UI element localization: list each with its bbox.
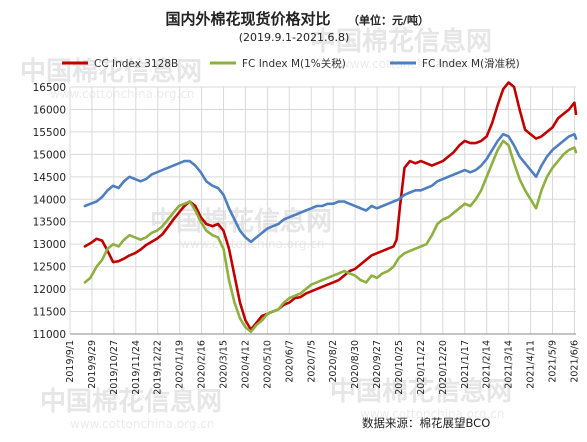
x-tick-label: 2020/8/30 <box>350 340 361 389</box>
legend-label-2: FC Index M(1%关税) <box>242 57 346 70</box>
y-tick-label: 16000 <box>33 104 66 116</box>
x-tick-label: 2020/8/2 <box>328 340 339 383</box>
series-layer <box>83 81 578 334</box>
chart-title: 国内外棉花现货价格对比 <box>165 10 330 28</box>
x-tick-label: 2021/6/6 <box>569 340 580 383</box>
watermark-text: 中国棉花信息网 <box>40 386 222 417</box>
series-line-3 <box>83 132 578 244</box>
data-source: 数据来源：棉花展望BCO <box>362 416 490 430</box>
x-tick-label: 2020/2/16 <box>197 340 208 389</box>
watermark-text: 中国棉花信息网 <box>20 56 202 87</box>
chart-subtitle: (2019.9.1-2021.6.8) <box>239 31 350 44</box>
x-tick-label: 2020/4/12 <box>240 340 251 389</box>
x-tick-label: 2021/5/9 <box>548 340 559 383</box>
x-tick-label: 2020/7/5 <box>306 340 317 383</box>
watermark-url: www.cottonchina.org.cn <box>360 407 504 421</box>
y-tick-label: 14500 <box>33 172 66 184</box>
watermark-url: www.cottonchina.org.cn <box>50 87 194 101</box>
x-axis-ticks: 2019/9/1 2019/9/29 2019/10/27 2019/11/24 201… <box>65 340 580 395</box>
series-line-2 <box>83 139 578 334</box>
legend-label-3: FC Index M(滑准税) <box>422 57 520 70</box>
y-tick-label: 15500 <box>33 127 66 139</box>
legend-label-1: CC Index 3128B <box>94 58 178 70</box>
series-line-1 <box>83 81 578 331</box>
x-tick-label: 2019/9/29 <box>87 340 98 389</box>
y-tick-label: 13500 <box>33 217 66 229</box>
x-tick-label: 2020/9/27 <box>372 340 383 389</box>
x-tick-label: 2019/9/1 <box>65 340 76 383</box>
y-tick-label: 15000 <box>33 149 66 161</box>
x-tick-label: 2019/10/27 <box>109 340 120 395</box>
x-tick-label: 2020/5/10 <box>262 340 273 389</box>
legend: CC Index 3128B FC Index M(1%关税) FC Index M… <box>62 57 520 70</box>
x-tick-label: 2020/3/15 <box>219 340 230 389</box>
y-tick-label: 13000 <box>33 239 66 251</box>
x-tick-label: 2021/1/17 <box>460 340 471 389</box>
y-tick-label: 14000 <box>33 194 66 206</box>
x-tick-label: 2021/3/14 <box>504 340 515 389</box>
chart-unit-note: （单位：元/吨） <box>348 13 429 27</box>
x-tick-label: 2019/12/22 <box>153 340 164 395</box>
grid-layer <box>69 86 576 335</box>
watermark-text: 中国棉花信息网 <box>330 376 512 407</box>
x-tick-label: 2020/10/25 <box>394 340 405 395</box>
watermark-url: www.cottonchina.org.cn <box>70 417 214 431</box>
y-tick-label: 12000 <box>33 284 66 296</box>
watermark-text: 中国棉花信息网 <box>310 26 492 57</box>
y-tick-label: 11500 <box>33 307 66 319</box>
y-axis-ticks: 11000 11500 12000 12500 13000 13500 14000 14500… <box>33 82 66 341</box>
x-tick-label: 2020/11/22 <box>416 340 427 395</box>
x-tick-label: 2020/6/7 <box>284 340 295 383</box>
x-tick-label: 2019/11/24 <box>131 340 142 395</box>
x-tick-label: 2020/1/19 <box>175 340 186 389</box>
x-tick-label: 2021/2/14 <box>482 340 493 389</box>
x-tick-label: 2021/4/11 <box>526 340 537 389</box>
y-tick-label: 12500 <box>33 262 66 274</box>
x-tick-label: 2020/12/20 <box>438 340 449 395</box>
y-tick-label: 11000 <box>33 329 66 341</box>
y-tick-label: 16500 <box>33 82 66 94</box>
